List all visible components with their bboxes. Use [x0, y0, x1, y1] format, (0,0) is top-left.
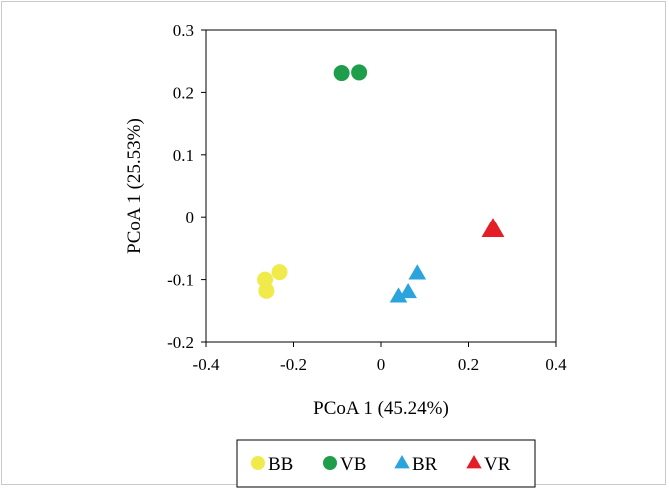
legend-box	[236, 439, 536, 488]
plot-area	[205, 29, 557, 343]
legend-marker-vr	[466, 455, 482, 469]
x-tick-label: 0.4	[545, 355, 567, 374]
legend-label-vb: VB	[340, 454, 366, 475]
data-point-vr	[484, 218, 502, 234]
data-point-br	[408, 264, 427, 280]
data-point-bb	[271, 264, 288, 281]
data-point-br	[389, 287, 408, 303]
legend-label-vr: VR	[484, 454, 511, 475]
x-tick-label: 0.2	[458, 355, 479, 374]
y-axis-label: PCoA 1 (25.53%)	[124, 118, 145, 254]
y-tick-label: 0.2	[173, 83, 194, 102]
y-tick-label: 0.3	[173, 21, 194, 40]
y-tick-label: -0.2	[167, 333, 194, 352]
data-point-br	[399, 282, 417, 299]
x-axis-label: PCoA 1 (45.24%)	[313, 398, 449, 419]
y-tick-label: -0.1	[167, 271, 194, 290]
legend-label-bb: BB	[268, 454, 293, 475]
x-tick-label: 0	[377, 355, 386, 374]
y-tick-label: 0.1	[173, 146, 194, 165]
x-tick-label: -0.2	[280, 355, 307, 374]
legend-label-br: BR	[412, 454, 438, 475]
data-point-bb	[258, 282, 275, 299]
data-point-vb	[333, 65, 350, 82]
y-tick-label: 0	[186, 208, 195, 227]
data-point-vb	[351, 64, 368, 81]
legend-marker-vb	[323, 456, 337, 470]
x-tick-label: -0.4	[193, 355, 220, 374]
legend-marker-bb	[251, 456, 265, 470]
legend-marker-br	[394, 455, 410, 469]
